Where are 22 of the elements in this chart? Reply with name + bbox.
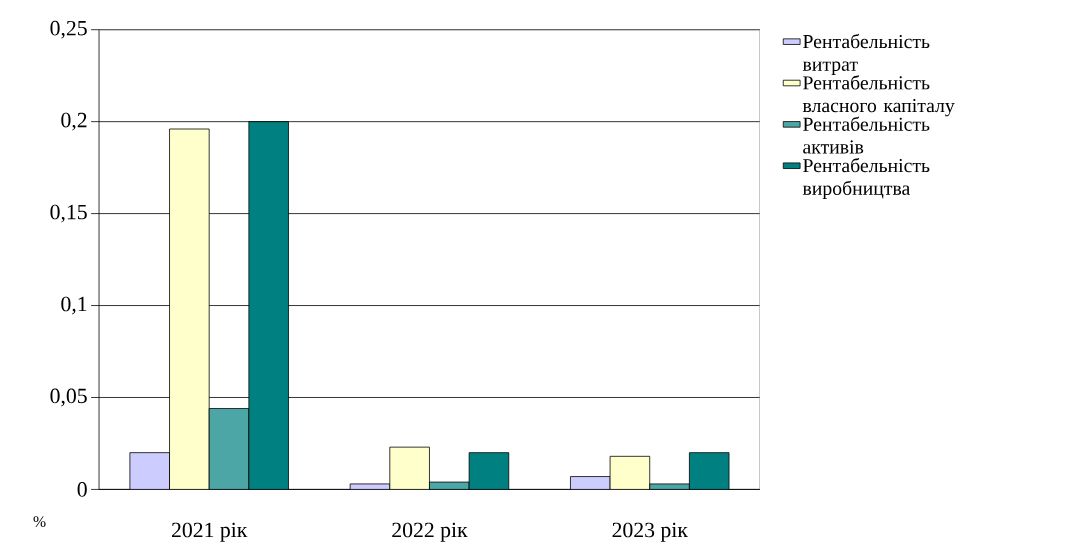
bar <box>389 446 430 490</box>
y-tick-label: 0,05 <box>50 388 87 407</box>
legend-label: Рентабельність власного капіталу <box>802 75 955 117</box>
y-tick-label: 0,25 <box>50 20 87 39</box>
bar <box>248 121 289 490</box>
y-tick-label: 0,2 <box>61 112 87 131</box>
y-tick-label: 0,1 <box>61 296 87 315</box>
bar <box>129 452 170 490</box>
x-tick-label: 2022 рік <box>392 522 468 542</box>
y-axis-title: % <box>33 516 46 528</box>
bar <box>609 455 651 490</box>
bar <box>688 452 730 490</box>
x-tick-label: 2023 рік <box>612 522 688 542</box>
y-tick-label: 0 <box>77 482 87 497</box>
y-tick-label: 0,15 <box>50 204 87 223</box>
bar <box>468 452 510 490</box>
bar <box>169 128 210 490</box>
legend-label: Рентабельність витрат <box>802 33 930 75</box>
bar <box>208 408 250 490</box>
legend-label: Рентабельність виробництва <box>802 157 930 200</box>
legend-label: Рентабельність активів <box>803 116 930 154</box>
x-tick-label: 2021 рік <box>171 522 248 542</box>
